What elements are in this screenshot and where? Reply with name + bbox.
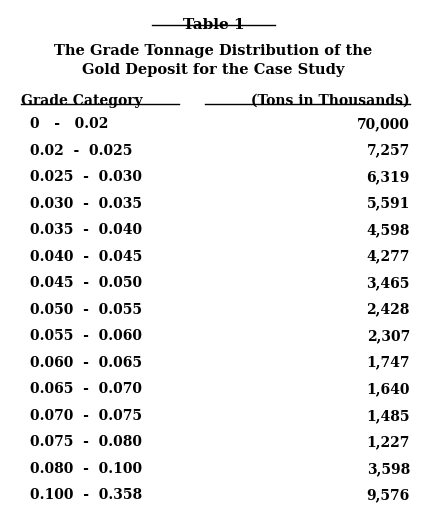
- Text: 0.02  -  0.025: 0.02 - 0.025: [30, 144, 132, 158]
- Text: 2,428: 2,428: [366, 303, 409, 317]
- Text: 0.025  -  0.030: 0.025 - 0.030: [30, 170, 141, 184]
- Text: 0.035  -  0.040: 0.035 - 0.040: [30, 223, 142, 237]
- Text: Grade Category: Grade Category: [21, 94, 143, 108]
- Text: 9,576: 9,576: [366, 488, 409, 502]
- Text: 3,465: 3,465: [366, 276, 409, 290]
- Text: 0.050  -  0.055: 0.050 - 0.055: [30, 303, 141, 317]
- Text: 0.055  -  0.060: 0.055 - 0.060: [30, 329, 141, 343]
- Text: 3,598: 3,598: [366, 462, 409, 476]
- Text: 0.045  -  0.050: 0.045 - 0.050: [30, 276, 142, 290]
- Text: 6,319: 6,319: [366, 170, 409, 184]
- Text: 1,485: 1,485: [366, 409, 409, 423]
- Text: 5,591: 5,591: [366, 197, 409, 211]
- Text: 4,598: 4,598: [366, 223, 409, 237]
- Text: 7,257: 7,257: [366, 144, 409, 158]
- Text: The Grade Tonnage Distribution of the
Gold Deposit for the Case Study: The Grade Tonnage Distribution of the Go…: [54, 44, 372, 76]
- Text: 0.080  -  0.100: 0.080 - 0.100: [30, 462, 142, 476]
- Text: (Tons in Thousands): (Tons in Thousands): [251, 94, 409, 108]
- Text: 0.060  -  0.065: 0.060 - 0.065: [30, 356, 141, 370]
- Text: 1,640: 1,640: [366, 382, 409, 396]
- Text: 1,227: 1,227: [366, 435, 409, 449]
- Text: 0.070  -  0.075: 0.070 - 0.075: [30, 409, 141, 423]
- Text: 0.065  -  0.070: 0.065 - 0.070: [30, 382, 141, 396]
- Text: Table 1: Table 1: [182, 18, 244, 32]
- Text: 2,307: 2,307: [366, 329, 409, 343]
- Text: 0.040  -  0.045: 0.040 - 0.045: [30, 250, 142, 264]
- Text: 0.075  -  0.080: 0.075 - 0.080: [30, 435, 141, 449]
- Text: 4,277: 4,277: [366, 250, 409, 264]
- Text: 0.030  -  0.035: 0.030 - 0.035: [30, 197, 141, 211]
- Text: 1,747: 1,747: [366, 356, 409, 370]
- Text: 70,000: 70,000: [356, 117, 409, 131]
- Text: 0   -   0.02: 0 - 0.02: [30, 117, 108, 131]
- Text: 0.100  -  0.358: 0.100 - 0.358: [30, 488, 142, 502]
